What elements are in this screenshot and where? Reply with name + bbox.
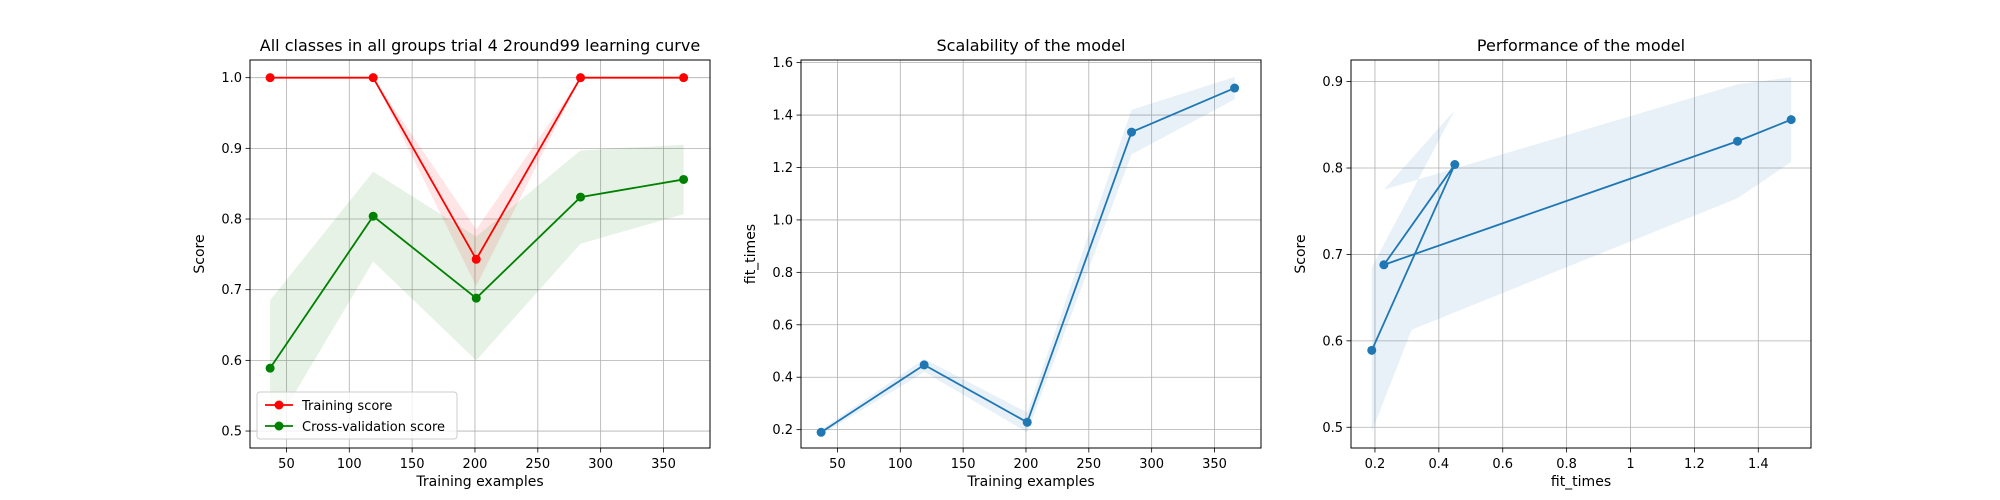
- y-tick-label: 1.4: [772, 109, 793, 124]
- legend-label-training: Training score: [301, 399, 392, 414]
- axis-ticks: 50 100 150 200 250 300 350 0.5 0.6 0.7 0.8 0.9 1.0: [221, 71, 676, 472]
- x-tick-label: 50: [829, 457, 846, 472]
- x-tick-label: 250: [525, 457, 550, 472]
- x-tick-label: 100: [888, 457, 913, 472]
- confidence-band: [270, 77, 684, 287]
- chart-title: Scalability of the model: [937, 36, 1126, 55]
- series-points: [1367, 115, 1796, 355]
- x-tick-label: 50: [278, 457, 295, 472]
- data-point: [368, 211, 378, 221]
- y-tick-label: 0.6: [772, 318, 793, 333]
- x-tick-label: 1.2: [1684, 457, 1705, 472]
- y-tick-label: 0.2: [772, 423, 793, 438]
- y-tick-label: 0.8: [221, 213, 242, 228]
- data-point: [679, 73, 689, 83]
- x-tick-label: 150: [400, 457, 425, 472]
- data-point: [1230, 83, 1240, 93]
- data-point: [919, 360, 929, 370]
- x-tick-label: 200: [463, 457, 488, 472]
- confidence-bands: [821, 77, 1235, 435]
- grid: [801, 60, 1261, 448]
- x-tick-label: 150: [951, 457, 976, 472]
- data-point: [1127, 127, 1137, 137]
- x-tick-label: 0.2: [1365, 457, 1386, 472]
- data-point: [265, 73, 275, 83]
- x-tick-label: 0.6: [1492, 457, 1513, 472]
- axis-ticks: 0.2 0.4 0.6 0.8 1 1.2 1.4 0.5 0.6 0.7 0.8 0.9: [1322, 75, 1768, 472]
- legend-label-cross-validation: Cross-validation score: [302, 420, 445, 435]
- data-point: [1733, 136, 1743, 146]
- data-point: [471, 293, 481, 303]
- data-point: [1367, 345, 1377, 355]
- data-point: [679, 174, 689, 184]
- data-point: [265, 363, 275, 373]
- x-axis-label: fit_times: [1551, 474, 1611, 490]
- plot-frame: [800, 59, 1262, 449]
- series-points: [816, 83, 1240, 437]
- legend-marker-training: [274, 400, 284, 410]
- legend-box: [256, 391, 458, 440]
- y-tick-label: 0.4: [772, 371, 793, 386]
- x-axis-label: Training examples: [415, 474, 543, 490]
- y-tick-label: 0.8: [772, 266, 793, 281]
- legend-marker-cross-validation: [274, 421, 284, 431]
- y-axis-label: fit_times: [743, 224, 759, 284]
- y-tick-label: 0.6: [1322, 334, 1343, 349]
- x-tick-label: 100: [337, 457, 362, 472]
- y-tick-label: 0.5: [1322, 421, 1343, 436]
- data-point: [1786, 115, 1796, 125]
- chart-title: Performance of the model: [1477, 36, 1685, 55]
- y-tick-label: 0.6: [221, 354, 242, 369]
- series-points: [265, 73, 689, 373]
- data-point: [816, 427, 826, 437]
- x-tick-label: 0.8: [1556, 457, 1577, 472]
- data-point: [576, 192, 586, 202]
- scalability-chart: 50 100 150 200 250 300 350 0.2 0.4 0.6 0.8 1.0 1.2 1.…: [743, 36, 1262, 490]
- x-tick-label: 300: [1139, 457, 1164, 472]
- confidence-bands: [1371, 77, 1792, 432]
- y-tick-label: 0.8: [1322, 162, 1343, 177]
- data-point: [1379, 260, 1389, 270]
- y-axis-label: Score: [192, 234, 208, 273]
- data-point: [471, 254, 481, 264]
- data-point: [368, 73, 378, 83]
- confidence-band: [821, 77, 1235, 435]
- x-axis-label: Training examples: [966, 474, 1094, 490]
- learning-curve-chart: 50 100 150 200 250 300 350 0.5 0.6 0.7 0.8 0.9 1.0 A…: [192, 36, 711, 490]
- confidence-band: [1371, 77, 1792, 432]
- x-tick-label: 250: [1076, 457, 1101, 472]
- x-tick-label: 1: [1626, 457, 1634, 472]
- y-tick-label: 1.6: [772, 56, 793, 71]
- data-point: [576, 73, 586, 83]
- y-tick-label: 1.2: [772, 161, 793, 176]
- y-tick-label: 0.5: [221, 425, 242, 440]
- axis-ticks: 50 100 150 200 250 300 350 0.2 0.4 0.6 0.8 1.0 1.2 1.…: [772, 56, 1227, 472]
- y-tick-label: 0.9: [1322, 75, 1343, 90]
- y-tick-label: 0.7: [221, 283, 242, 298]
- y-tick-label: 0.9: [221, 142, 242, 157]
- y-tick-label: 1.0: [772, 213, 793, 228]
- x-tick-label: 300: [588, 457, 613, 472]
- y-tick-label: 0.7: [1322, 248, 1343, 263]
- data-point: [1022, 417, 1032, 427]
- performance-chart: 0.2 0.4 0.6 0.8 1 1.2 1.4 0.5 0.6 0.7 0.8 0.9 Perfo…: [1293, 36, 1812, 490]
- data-point: [1450, 160, 1460, 170]
- plot-frame: [249, 59, 711, 449]
- x-tick-label: 1.4: [1748, 457, 1769, 472]
- legend: Training score Cross-validation score: [256, 391, 458, 440]
- grid: [1351, 60, 1811, 448]
- y-tick-label: 1.0: [221, 71, 242, 86]
- x-tick-label: 200: [1014, 457, 1039, 472]
- x-tick-label: 350: [1202, 457, 1227, 472]
- x-tick-label: 0.4: [1429, 457, 1450, 472]
- x-tick-label: 350: [651, 457, 676, 472]
- chart-title: All classes in all groups trial 4 2round…: [260, 36, 700, 55]
- plot-frame: [1350, 59, 1812, 449]
- y-axis-label: Score: [1293, 234, 1309, 273]
